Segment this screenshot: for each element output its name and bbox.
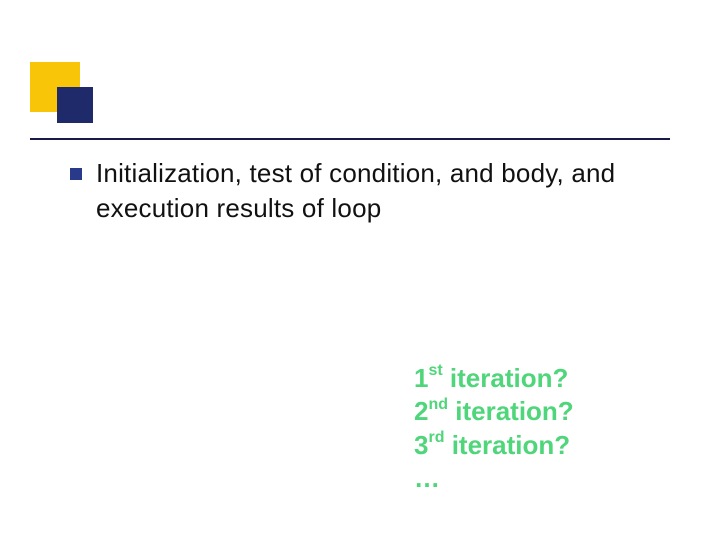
iter-num: 3 bbox=[414, 430, 428, 460]
iter-num: 2 bbox=[414, 396, 428, 426]
iteration-ellipsis: … bbox=[414, 462, 574, 495]
decor-navy-box bbox=[57, 87, 93, 123]
body-text: Initialization, test of condition, and b… bbox=[96, 156, 636, 226]
iteration-line-3: 3rd iteration? bbox=[414, 429, 574, 462]
slide-header bbox=[0, 0, 720, 140]
iter-rest: iteration? bbox=[443, 363, 569, 393]
iter-ord: rd bbox=[428, 429, 444, 446]
iteration-line-2: 2nd iteration? bbox=[414, 395, 574, 428]
iteration-list: 1st iteration? 2nd iteration? 3rd iterat… bbox=[414, 362, 574, 495]
iter-ord: nd bbox=[428, 396, 448, 413]
iter-num: 1 bbox=[414, 363, 428, 393]
header-underline bbox=[30, 138, 670, 140]
bullet-icon bbox=[70, 168, 82, 180]
iter-rest: iteration? bbox=[448, 396, 574, 426]
iteration-line-1: 1st iteration? bbox=[414, 362, 574, 395]
iter-rest: iteration? bbox=[444, 430, 570, 460]
iter-ord: st bbox=[428, 362, 442, 379]
